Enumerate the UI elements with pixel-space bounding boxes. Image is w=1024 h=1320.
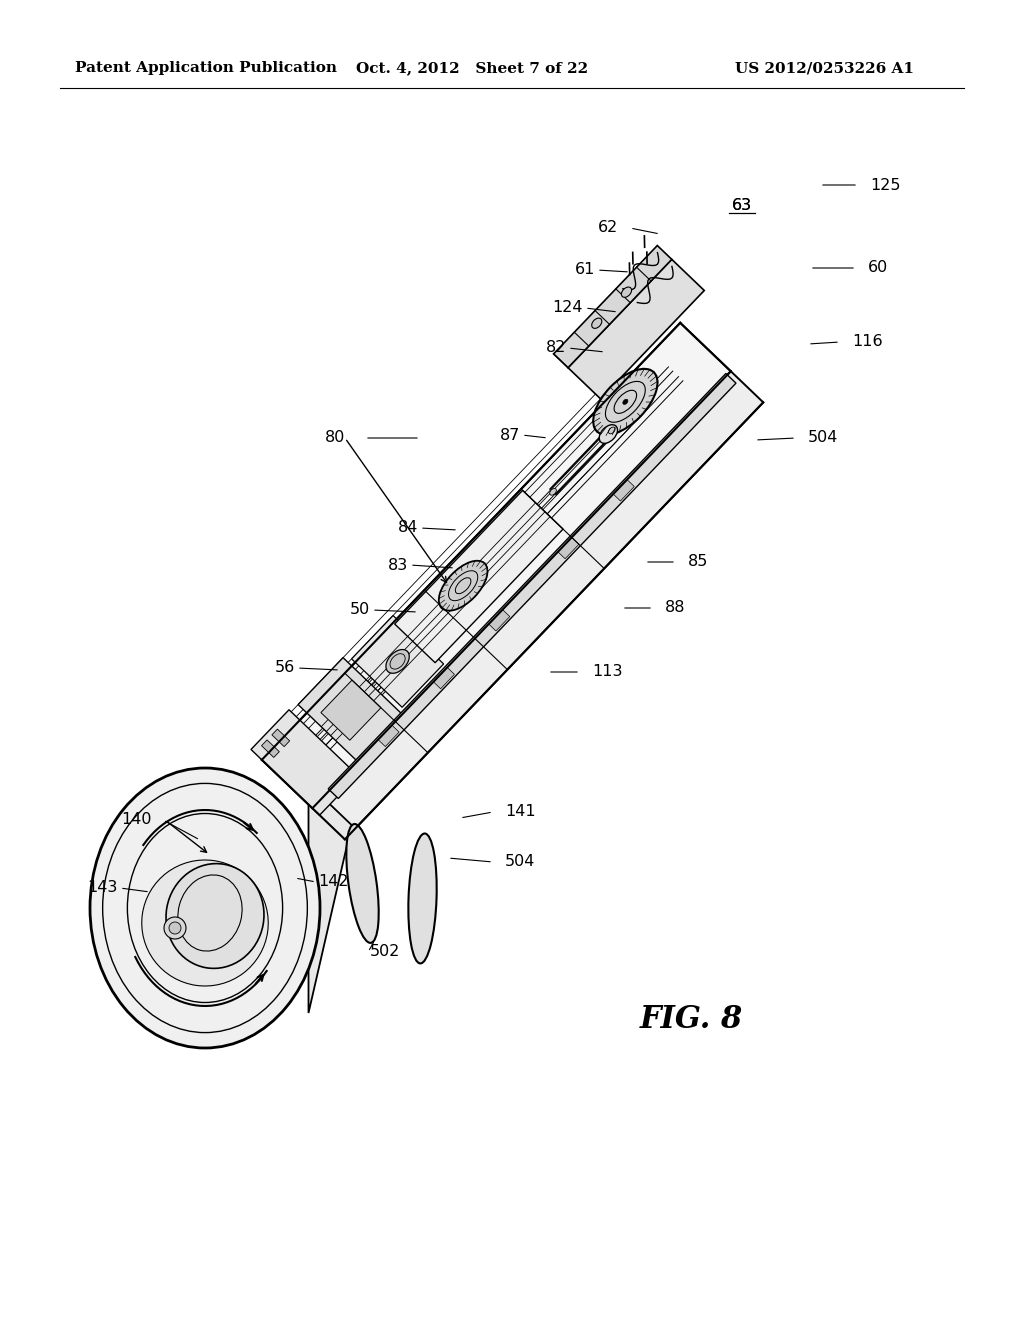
Ellipse shape bbox=[346, 824, 379, 942]
Polygon shape bbox=[329, 374, 736, 799]
Text: 61: 61 bbox=[574, 263, 595, 277]
Polygon shape bbox=[351, 615, 443, 708]
Polygon shape bbox=[312, 371, 763, 840]
Text: 140: 140 bbox=[122, 813, 152, 828]
Polygon shape bbox=[261, 741, 280, 758]
Text: 50: 50 bbox=[350, 602, 370, 618]
Text: 83: 83 bbox=[388, 557, 408, 573]
Text: 116: 116 bbox=[852, 334, 883, 350]
Ellipse shape bbox=[593, 368, 657, 434]
Polygon shape bbox=[262, 323, 731, 808]
Text: 84: 84 bbox=[397, 520, 418, 536]
Text: 88: 88 bbox=[665, 601, 685, 615]
Text: 142: 142 bbox=[318, 874, 348, 890]
Ellipse shape bbox=[439, 561, 487, 611]
Text: US 2012/0253226 A1: US 2012/0253226 A1 bbox=[735, 61, 914, 75]
Ellipse shape bbox=[141, 861, 268, 986]
Ellipse shape bbox=[386, 649, 410, 673]
Text: FIG. 8: FIG. 8 bbox=[640, 1005, 743, 1035]
Ellipse shape bbox=[90, 768, 319, 1048]
Polygon shape bbox=[251, 710, 357, 816]
Polygon shape bbox=[568, 259, 705, 399]
Text: 113: 113 bbox=[592, 664, 623, 680]
Text: 85: 85 bbox=[688, 554, 709, 569]
Text: 124: 124 bbox=[553, 301, 583, 315]
Polygon shape bbox=[488, 610, 510, 631]
Polygon shape bbox=[275, 752, 351, 1012]
Polygon shape bbox=[378, 725, 399, 747]
Ellipse shape bbox=[169, 921, 181, 935]
Text: 60: 60 bbox=[868, 260, 888, 276]
Text: 80: 80 bbox=[325, 430, 345, 446]
Polygon shape bbox=[272, 729, 290, 747]
Text: 504: 504 bbox=[505, 854, 536, 870]
Text: 125: 125 bbox=[870, 177, 900, 193]
Ellipse shape bbox=[622, 286, 632, 297]
Ellipse shape bbox=[409, 833, 436, 964]
Text: 63: 63 bbox=[732, 198, 752, 213]
Text: 143: 143 bbox=[88, 880, 118, 895]
Ellipse shape bbox=[623, 399, 628, 404]
Ellipse shape bbox=[592, 318, 602, 329]
Text: 502: 502 bbox=[370, 945, 400, 960]
Polygon shape bbox=[554, 246, 672, 368]
Text: 504: 504 bbox=[808, 430, 839, 446]
Text: 82: 82 bbox=[546, 341, 566, 355]
Text: Oct. 4, 2012   Sheet 7 of 22: Oct. 4, 2012 Sheet 7 of 22 bbox=[356, 61, 588, 75]
Text: 87: 87 bbox=[500, 428, 520, 442]
Polygon shape bbox=[433, 668, 455, 689]
Ellipse shape bbox=[166, 863, 264, 969]
Polygon shape bbox=[298, 657, 403, 763]
Ellipse shape bbox=[608, 428, 615, 434]
Ellipse shape bbox=[550, 488, 556, 495]
Polygon shape bbox=[558, 537, 579, 558]
Text: 56: 56 bbox=[274, 660, 295, 676]
Text: 141: 141 bbox=[505, 804, 536, 820]
Polygon shape bbox=[613, 479, 634, 502]
Ellipse shape bbox=[164, 917, 186, 939]
Text: 63: 63 bbox=[732, 198, 752, 213]
Text: 62: 62 bbox=[598, 220, 618, 235]
Text: Patent Application Publication: Patent Application Publication bbox=[75, 61, 337, 75]
Polygon shape bbox=[394, 490, 563, 663]
Ellipse shape bbox=[599, 425, 617, 444]
Polygon shape bbox=[321, 680, 381, 741]
